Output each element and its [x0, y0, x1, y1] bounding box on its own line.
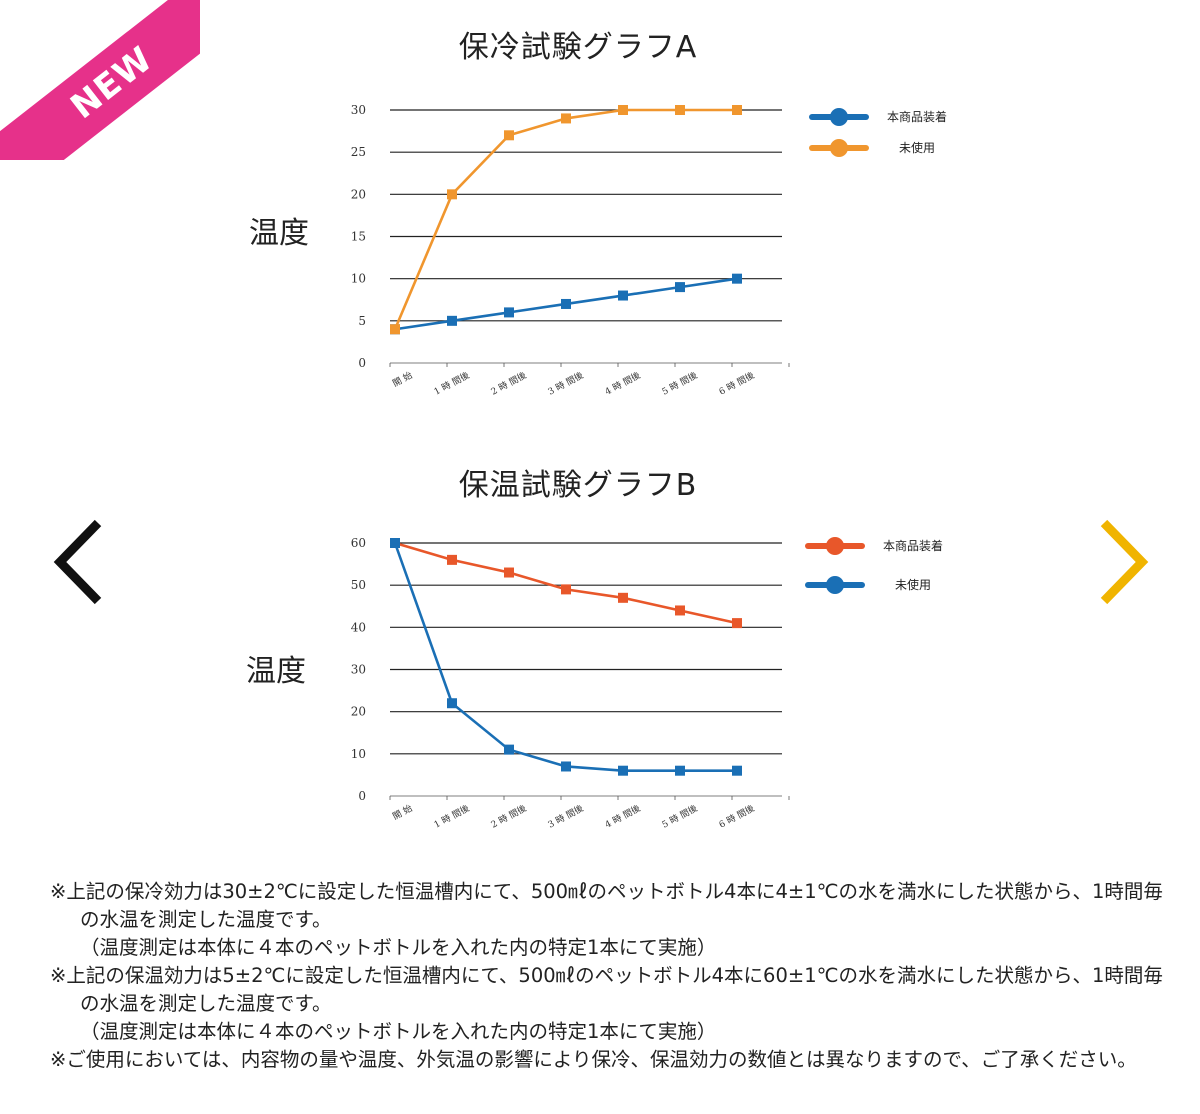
legend-marker [830, 108, 848, 126]
series-line [394, 541, 738, 625]
data-point [504, 307, 514, 318]
note-warming-sub: （温度測定は本体に４本のペットボトルを入れた内の特定1本にて実施） [80, 1020, 717, 1043]
data-point [732, 618, 742, 629]
x-tick-label: 2 時 間後 [489, 802, 529, 831]
x-tick-label: 4 時 間後 [603, 802, 643, 831]
data-point [561, 761, 571, 772]
data-point [504, 130, 514, 141]
data-point [732, 105, 742, 115]
y-tick-label: 40 [351, 620, 366, 634]
x-tick-label: 3 時 間後 [546, 802, 586, 831]
y-tick-label: 10 [351, 272, 366, 286]
y-tick-label: 25 [351, 145, 366, 159]
data-point [732, 765, 742, 776]
data-point [618, 592, 628, 603]
y-tick-label: 60 [351, 536, 366, 550]
chart-b-ylabel: 温度 [246, 654, 306, 689]
y-tick-label: 20 [351, 187, 366, 201]
x-tick-label: 5 時 間後 [660, 802, 700, 831]
data-point [561, 298, 571, 309]
data-point [675, 105, 685, 115]
y-tick-label: 0 [358, 789, 366, 803]
data-point [504, 744, 514, 755]
legend-marker [826, 537, 844, 555]
x-tick-label: 1 時 間後 [432, 802, 472, 831]
chart-b-title: 保温試験グラフB [458, 468, 698, 503]
legend-label: 本商品装着 [883, 538, 943, 553]
data-point [675, 765, 685, 776]
notes: ※上記の保冷効力は30±2℃に設定した恒温槽内にて、500㎖のペットボトル4本に… [50, 878, 1170, 1074]
chart-a-title: 保冷試験グラフA [458, 30, 698, 65]
note-cooling: ※上記の保冷効力は30±2℃に設定した恒温槽内にて、500㎖のペットボトル4本に… [50, 880, 1163, 931]
data-point [618, 105, 628, 115]
x-tick-label: 6 時 間後 [717, 802, 757, 831]
data-point [732, 273, 742, 284]
data-point [390, 538, 400, 548]
data-point [447, 315, 457, 326]
y-tick-label: 30 [351, 663, 366, 677]
data-point [618, 290, 628, 301]
note-usage: ※ご使用においては、内容物の量や温度、外気温の影響により保冷、保温効力の数値とは… [50, 1048, 1137, 1071]
x-tick-label: 開 始 [390, 802, 414, 822]
chevron-left-icon[interactable] [50, 517, 110, 607]
chart-a-ylabel: 温度 [249, 216, 309, 251]
data-point [447, 189, 457, 200]
series-line [393, 542, 737, 773]
legend-label: 未使用 [895, 577, 931, 592]
legend-marker [826, 576, 844, 594]
chevron-right-icon[interactable] [1094, 517, 1154, 607]
y-tick-label: 50 [351, 578, 366, 592]
data-point [561, 113, 571, 124]
data-point [447, 698, 457, 709]
legend-label: 本商品装着 [887, 109, 947, 124]
y-tick-label: 0 [358, 356, 366, 370]
data-point [675, 282, 685, 293]
y-tick-label: 15 [351, 230, 366, 244]
data-point [675, 605, 685, 616]
y-tick-label: 10 [351, 747, 366, 761]
data-point [504, 567, 514, 578]
data-point [390, 324, 400, 335]
note-warming: ※上記の保温効力は5±2℃に設定した恒温槽内にて、500㎖のペットボトル4本に6… [50, 964, 1163, 1015]
data-point [447, 554, 457, 565]
legend-marker [830, 139, 848, 157]
data-point [618, 765, 628, 776]
legend-label: 未使用 [899, 140, 935, 155]
data-point [561, 584, 571, 595]
note-cooling-sub: （温度測定は本体に４本のペットボトルを入れた内の特定1本にて実施） [80, 936, 717, 959]
y-tick-label: 20 [351, 705, 366, 719]
y-tick-label: 30 [351, 103, 366, 117]
chart-b: 0 10 20 30 40 50 60 開 始 1 時 間後 2 時 間後 3 時 間後 4 時 間後… [351, 536, 943, 831]
y-tick-label: 5 [358, 314, 366, 328]
